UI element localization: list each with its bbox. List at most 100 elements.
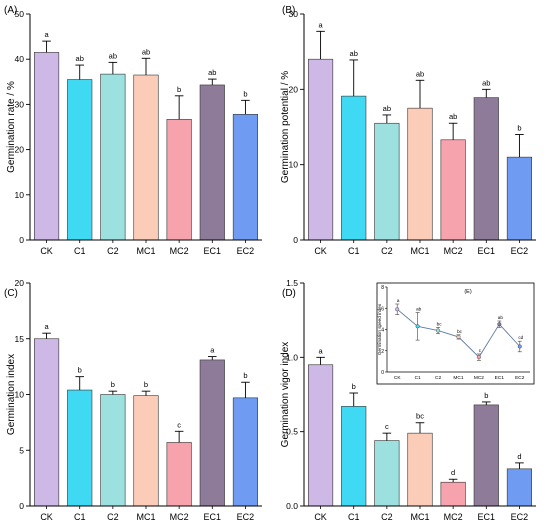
x-tick-label: MC2 [170, 246, 189, 256]
inset-y-tick-label: 6 [381, 306, 384, 312]
significance-letter: ab [76, 54, 84, 63]
y-tick-label: 50 [15, 9, 25, 19]
significance-letter: ab [208, 68, 216, 77]
significance-letter: ab [109, 51, 117, 60]
significance-letter: b [144, 380, 148, 389]
inset-x-tick-label: MC2 [474, 375, 484, 381]
x-tick-label: EC1 [204, 246, 222, 256]
bar [407, 432, 433, 507]
significance-letter: d [517, 452, 521, 461]
inset-frame [376, 282, 535, 385]
chart-panel-3: (C) a CK b C1 b C2 b MC1 c MC2 a EC1 b EC2 0 5 10 15 20 Germ… [4, 278, 262, 522]
x-tick-label: EC2 [237, 512, 255, 522]
x-tick-label: C2 [381, 246, 393, 256]
panel-label: (A) [4, 5, 17, 16]
inset-point [436, 328, 441, 333]
inset-x-tick-label: C2 [435, 375, 441, 381]
inset-panel-label: (E) [464, 289, 472, 295]
inset-point [456, 334, 461, 339]
bar [166, 442, 192, 507]
inset-significance-letter: ab [498, 315, 504, 320]
x-tick-label: EC1 [478, 512, 496, 522]
inset-x-tick-label: EC2 [515, 375, 525, 381]
y-axis-label: Germination potential / % [280, 71, 291, 183]
panel-label: (C) [4, 288, 18, 299]
bar [34, 52, 60, 241]
x-tick-label: EC1 [478, 246, 496, 256]
inset-y-axis-label: Germination speed index [377, 303, 382, 355]
significance-letter: ab [142, 47, 150, 56]
inset-y-tick-label: 0 [381, 370, 384, 376]
significance-letter: ab [416, 69, 424, 78]
bar [199, 84, 225, 241]
inset-y-tick-label: 8 [381, 285, 384, 291]
bar [308, 364, 334, 507]
chart-panel-1: (A) a CK ab C1 ab C2 ab MC1 b MC2 ab EC1 b EC2 0 10 20 30 4… [4, 5, 262, 256]
significance-letter: b [484, 391, 488, 400]
bar [506, 156, 532, 241]
x-tick-label: EC2 [511, 246, 529, 256]
y-tick-label: 1.5 [286, 278, 298, 288]
inset-significance-letter: cd [518, 335, 523, 340]
x-tick-label: MC1 [410, 512, 429, 522]
significance-letter: b [177, 85, 181, 94]
bar [341, 406, 367, 507]
x-tick-label: CK [40, 246, 53, 256]
significance-letter: c [385, 422, 389, 431]
significance-letter: a [210, 346, 215, 355]
bar [473, 404, 499, 507]
inset-point [476, 355, 481, 360]
y-tick-label: 0 [293, 235, 298, 245]
bar [67, 389, 93, 507]
significance-letter: b [517, 124, 521, 133]
y-tick-label: 10 [289, 160, 299, 170]
x-tick-label: MC1 [136, 512, 155, 522]
inset-significance-letter: a [397, 298, 400, 303]
bar [232, 397, 258, 507]
bar [166, 119, 192, 241]
x-tick-label: MC2 [444, 512, 463, 522]
y-tick-label: 20 [289, 84, 299, 94]
significance-letter: ab [383, 104, 391, 113]
y-axis-label: Germination rate / % [6, 81, 17, 173]
significance-letter: a [44, 30, 49, 39]
inset-point [395, 307, 400, 312]
chart-panel-4: (D) a CK b C1 c C2 bc MC1 d MC2 b EC1 d EC2 0.0 0.5 1.0 1.… [280, 278, 536, 522]
significance-letter: b [352, 382, 356, 391]
significance-letter: bc [416, 412, 424, 421]
x-tick-label: C2 [107, 512, 119, 522]
y-tick-label: 5 [19, 445, 24, 455]
y-axis-label: Germination index [6, 354, 17, 435]
panel-label: (D) [282, 288, 296, 299]
inset-point [497, 322, 502, 327]
chart-panel-2: (B) a CK ab C1 ab C2 ab MC1 ab MC2 ab EC1 b EC2 0 10 20 30… [280, 5, 536, 256]
y-tick-label: 10 [15, 190, 25, 200]
bar [440, 481, 466, 507]
bar [67, 79, 93, 241]
y-tick-label: 0.0 [286, 501, 298, 511]
x-tick-label: EC2 [511, 512, 529, 522]
x-tick-label: C1 [74, 246, 86, 256]
significance-letter: a [44, 322, 49, 331]
x-tick-label: C1 [348, 512, 360, 522]
y-tick-label: 0 [19, 501, 24, 511]
inset-y-tick-label: 4 [381, 328, 384, 334]
y-tick-label: 1.0 [286, 352, 298, 362]
bar [473, 97, 499, 241]
significance-letter: b [243, 89, 247, 98]
y-tick-label: 40 [15, 54, 25, 64]
y-tick-label: 30 [15, 99, 25, 109]
x-tick-label: C2 [381, 512, 393, 522]
y-tick-label: 0 [19, 235, 24, 245]
significance-letter: b [78, 366, 82, 375]
x-tick-label: CK [314, 512, 327, 522]
y-tick-label: 20 [15, 278, 25, 288]
x-tick-label: MC1 [410, 246, 429, 256]
bar [506, 468, 532, 507]
x-tick-label: C2 [107, 246, 119, 256]
bar [341, 95, 367, 241]
x-tick-label: C1 [348, 246, 360, 256]
x-tick-label: MC1 [136, 246, 155, 256]
bar [133, 74, 159, 241]
